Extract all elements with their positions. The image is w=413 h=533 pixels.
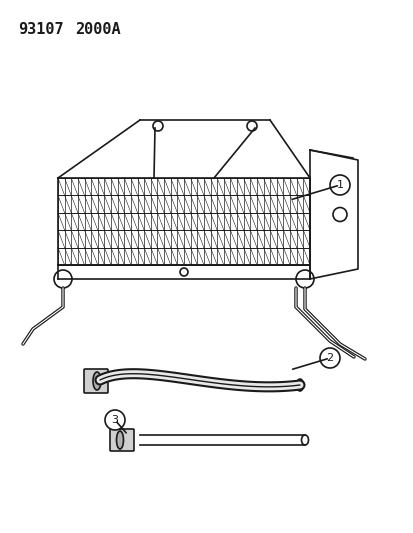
Circle shape [329,175,349,195]
Circle shape [319,348,339,368]
Ellipse shape [301,435,308,445]
FancyBboxPatch shape [84,369,108,393]
Ellipse shape [116,431,123,449]
Ellipse shape [296,379,303,391]
Ellipse shape [93,372,101,390]
Circle shape [105,410,125,430]
FancyBboxPatch shape [110,429,134,451]
Text: 2000A: 2000A [75,22,120,37]
Text: 3: 3 [111,415,118,425]
Text: 2: 2 [325,353,333,363]
Text: 93107: 93107 [18,22,64,37]
Text: 1: 1 [336,180,343,190]
